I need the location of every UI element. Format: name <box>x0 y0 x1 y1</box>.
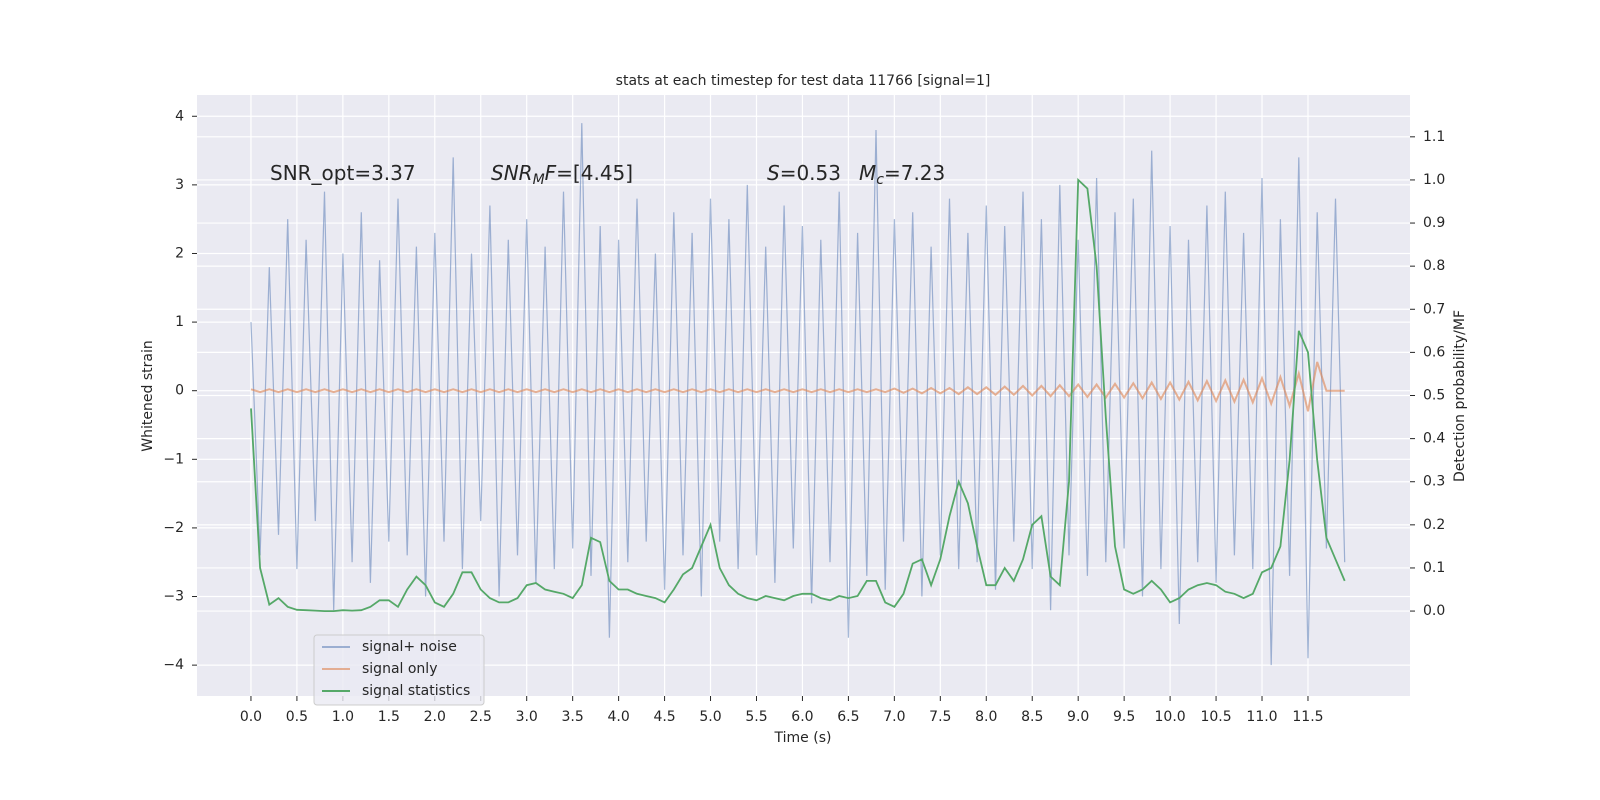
marks <box>250 123 1346 666</box>
x-tick-label: 7.5 <box>929 709 951 725</box>
annotation-part: S <box>767 161 780 185</box>
chart-title: stats at each timestep for test data 117… <box>616 73 991 89</box>
y-tick-label: 0 <box>175 383 184 399</box>
y2-axis-label: Detection probability/MF <box>1452 310 1468 482</box>
annotation: SNR_opt=3.37 <box>270 161 416 185</box>
y2-tick-label: 0.8 <box>1423 258 1445 274</box>
y2-tick-label: 1.1 <box>1423 129 1445 145</box>
annotation-part: c <box>876 172 884 188</box>
x-tick-label: 4.5 <box>653 709 675 725</box>
annotation: S=0.53 <box>767 161 841 185</box>
x-tick-label: 11.0 <box>1246 709 1277 725</box>
x-tick-label: 3.5 <box>562 709 584 725</box>
y-axis-label: Whitened strain <box>140 340 156 451</box>
annotation-part: SNR <box>491 161 533 185</box>
x-tick-label: 7.0 <box>883 709 905 725</box>
series-line <box>250 177 1346 612</box>
annotation: Mc=7.23 <box>859 161 945 189</box>
x-tick-label: 1.0 <box>332 709 354 725</box>
x-tick-label: 2.5 <box>470 709 492 725</box>
x-tick-label: 0.0 <box>240 709 262 725</box>
annotation-part: =7.23 <box>884 161 945 185</box>
legend-label: signal statistics <box>362 683 470 699</box>
x-tick-label: 0.5 <box>286 709 308 725</box>
labels: 0.0 0.5 1.0 1.5 2.0 2.5 3.0 3.5 4.0 4.5 5.0 5.5 6.0 6… <box>163 108 1445 725</box>
x-tick-label: 9.5 <box>1113 709 1135 725</box>
x-tick-label: 3.0 <box>516 709 538 725</box>
x-tick-label: 8.5 <box>1021 709 1043 725</box>
x-axis-label: Time (s) <box>774 730 832 746</box>
y2-tick-label: 1.0 <box>1423 172 1445 188</box>
y-tick-label: −3 <box>163 589 184 605</box>
x-tick-label: 8.0 <box>975 709 997 725</box>
grid <box>192 95 1415 701</box>
legend-label: signal+ noise <box>362 639 457 655</box>
x-tick-label: 6.5 <box>837 709 859 725</box>
x-tick-label: 6.0 <box>791 709 813 725</box>
legend-label: signal only <box>362 661 437 677</box>
y-tick-label: 3 <box>175 177 184 193</box>
annotation-part: =0.53 <box>780 161 841 185</box>
y2-tick-label: 0.7 <box>1423 301 1445 317</box>
y2-tick-label: 0.2 <box>1423 517 1445 533</box>
annotation-part: M <box>859 161 876 185</box>
x-tick-label: 11.5 <box>1292 709 1323 725</box>
y2-tick-label: 0.4 <box>1423 431 1445 447</box>
series-line <box>250 361 1345 412</box>
y-tick-label: 2 <box>175 245 184 261</box>
legend-box <box>313 634 485 706</box>
annotation-part: SNR_opt=3.37 <box>270 161 416 185</box>
annotation: SNRMF=[4.45] <box>491 161 633 189</box>
y-tick-label: 4 <box>175 108 184 124</box>
x-tick-label: 10.0 <box>1155 709 1186 725</box>
annotation-part: =[4.45] <box>556 161 633 185</box>
y2-tick-label: 0.5 <box>1423 388 1445 404</box>
y2-tick-label: 0.9 <box>1423 215 1445 231</box>
y-tick-label: −4 <box>163 657 184 673</box>
y-tick-label: −2 <box>163 520 184 536</box>
annotation-part: F <box>545 161 557 185</box>
x-tick-label: 5.5 <box>745 709 767 725</box>
y-tick-label: 1 <box>175 314 184 330</box>
x-tick-label: 5.0 <box>699 709 721 725</box>
x-tick-label: 2.0 <box>424 709 446 725</box>
x-tick-label: 10.5 <box>1200 709 1231 725</box>
x-tick-label: 9.0 <box>1067 709 1089 725</box>
y2-tick-label: 0.1 <box>1423 560 1445 576</box>
y2-tick-label: 0.0 <box>1423 603 1445 619</box>
y-tick-label: −1 <box>163 451 184 467</box>
x-tick-label: 4.0 <box>607 709 629 725</box>
y2-tick-label: 0.6 <box>1423 344 1445 360</box>
x-tick-label: 1.5 <box>378 709 400 725</box>
series-line <box>250 123 1346 666</box>
annotation-part: M <box>533 172 545 188</box>
y2-tick-label: 0.3 <box>1423 474 1445 490</box>
